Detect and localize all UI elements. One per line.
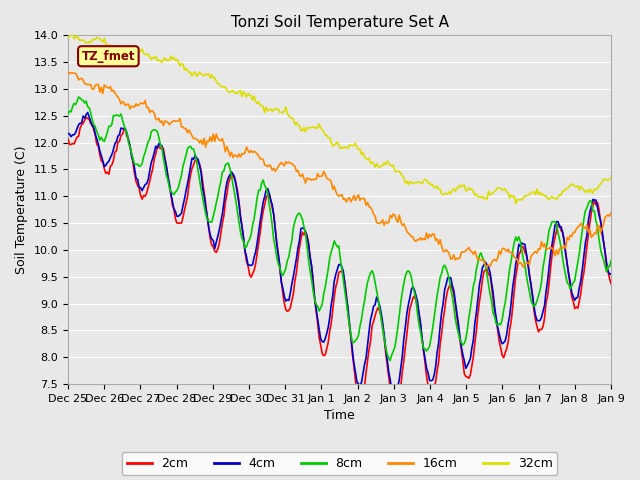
Title: Tonzi Soil Temperature Set A: Tonzi Soil Temperature Set A [230, 15, 449, 30]
Text: TZ_fmet: TZ_fmet [82, 50, 135, 63]
Legend: 2cm, 4cm, 8cm, 16cm, 32cm: 2cm, 4cm, 8cm, 16cm, 32cm [122, 452, 557, 475]
Y-axis label: Soil Temperature (C): Soil Temperature (C) [15, 145, 28, 274]
X-axis label: Time: Time [324, 409, 355, 422]
